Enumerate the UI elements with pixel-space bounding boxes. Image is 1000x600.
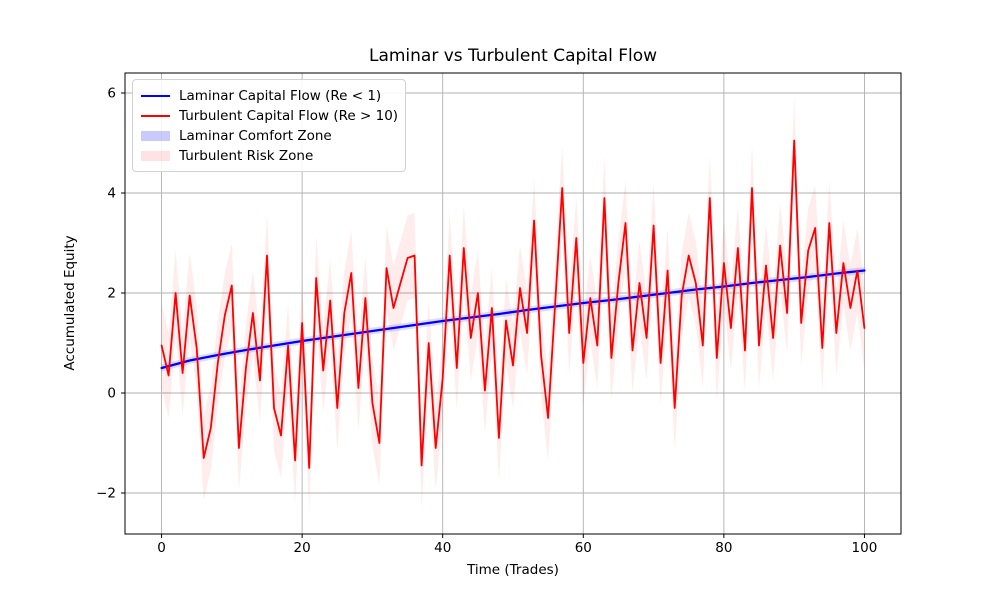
x-tick-label: 40 bbox=[434, 540, 451, 556]
laminar-comfort-zone-band bbox=[161, 267, 865, 372]
x-axis-label: Time (Trades) bbox=[467, 562, 559, 578]
legend: Laminar Capital Flow (Re < 1) Turbulent … bbox=[132, 79, 406, 172]
x-tick-label: 80 bbox=[715, 540, 732, 556]
y-tick-label: 6 bbox=[107, 86, 116, 102]
y-tick-label: −2 bbox=[96, 486, 116, 502]
x-tick-label: 20 bbox=[294, 540, 311, 556]
legend-item-turbulent-line: Turbulent Capital Flow (Re > 10) bbox=[141, 107, 399, 124]
legend-label: Laminar Capital Flow (Re < 1) bbox=[179, 87, 382, 104]
x-tick-label: 60 bbox=[575, 540, 592, 556]
legend-label: Laminar Comfort Zone bbox=[179, 127, 332, 144]
turbulent-zone-swatch-icon bbox=[141, 150, 170, 161]
y-tick-label: 4 bbox=[107, 186, 116, 202]
x-tick-label: 0 bbox=[157, 540, 166, 556]
y-tick-label: 0 bbox=[107, 386, 116, 402]
legend-label: Turbulent Capital Flow (Re > 10) bbox=[179, 107, 399, 124]
laminar-zone-swatch-icon bbox=[141, 130, 170, 141]
turbulent-line-swatch-icon bbox=[141, 114, 170, 117]
y-axis-label: Accumulated Equity bbox=[62, 235, 78, 371]
x-tick-label: 100 bbox=[852, 540, 878, 556]
legend-label: Turbulent Risk Zone bbox=[179, 147, 314, 164]
turbulent-flow-line bbox=[160, 139, 866, 469]
legend-item-laminar-line: Laminar Capital Flow (Re < 1) bbox=[141, 87, 395, 104]
axes-frame bbox=[124, 72, 902, 535]
chart-title: Laminar vs Turbulent Capital Flow bbox=[368, 46, 658, 66]
y-tick-label: 2 bbox=[107, 286, 116, 302]
legend-item-laminar-zone: Laminar Comfort Zone bbox=[141, 127, 395, 144]
legend-item-turbulent-zone: Turbulent Risk Zone bbox=[141, 147, 395, 164]
laminar-line-swatch-icon bbox=[141, 94, 170, 97]
